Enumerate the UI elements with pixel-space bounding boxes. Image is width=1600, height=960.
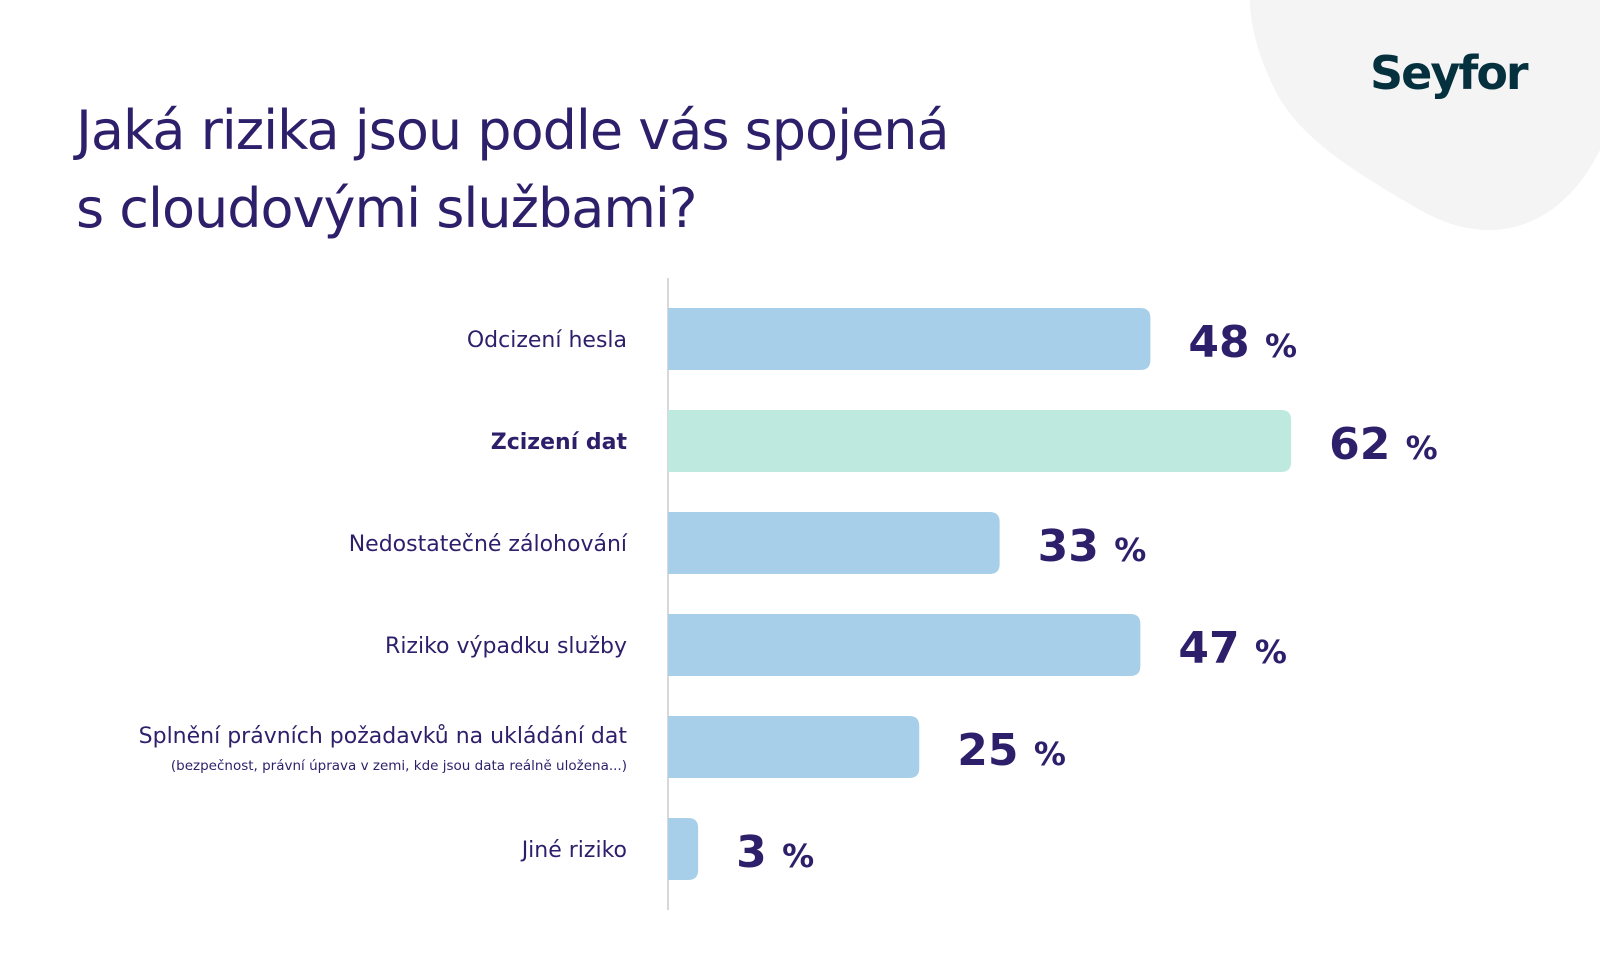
bar — [668, 614, 1141, 676]
data-label: 62 % — [1329, 419, 1438, 470]
data-label: 25 % — [957, 725, 1066, 776]
data-label: 3 % — [736, 827, 814, 878]
category-label: Riziko výpadku služby — [385, 634, 627, 659]
data-label: 33 % — [1038, 521, 1147, 572]
category-sublabel: (bezpečnost, právní úprava v zemi, kde j… — [171, 758, 627, 774]
bar — [668, 512, 1000, 574]
data-label: 48 % — [1188, 317, 1297, 368]
category-label: Jiné riziko — [520, 838, 627, 863]
category-label: Splnění právních požadavků na ukládání d… — [139, 724, 628, 749]
category-label: Zcizení dat — [491, 430, 628, 455]
bar — [668, 716, 920, 778]
bar — [668, 410, 1292, 472]
bar — [668, 308, 1151, 370]
category-label: Nedostatečné zálohování — [349, 532, 628, 557]
seyfor-logo: Seyfor — [1370, 46, 1529, 100]
data-label: 47 % — [1178, 623, 1287, 674]
page-title: Jaká rizika jsou podle vás spojená s clou… — [76, 99, 950, 240]
category-label: Odcizení hesla — [467, 328, 627, 353]
bar — [668, 818, 699, 880]
